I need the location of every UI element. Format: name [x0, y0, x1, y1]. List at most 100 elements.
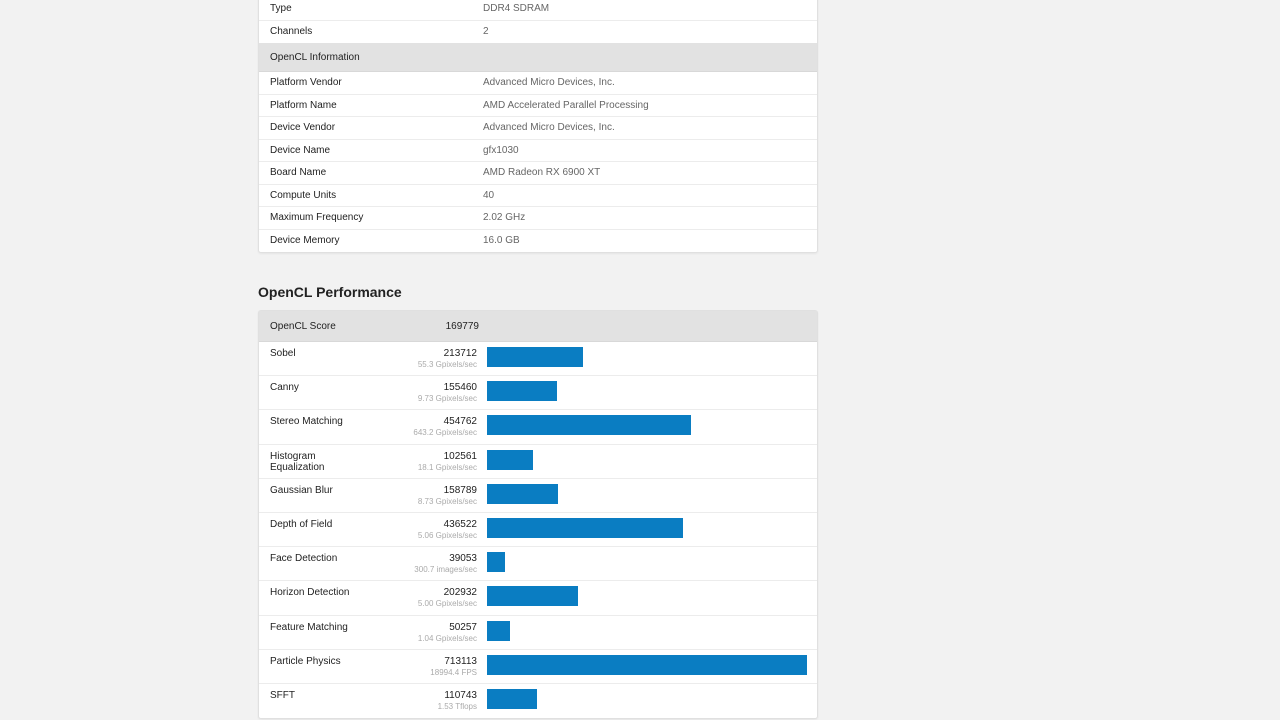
benchmark-row: Feature Matching 50257 1.04 Gpixels/sec	[259, 616, 817, 650]
benchmark-row: Sobel 213712 55.3 Gpixels/sec	[259, 342, 817, 377]
benchmark-name: Canny	[270, 382, 299, 394]
benchmark-throughput: 5.06 Gpixels/sec	[417, 530, 477, 540]
info-row: Device Vendor Advanced Micro Devices, Inc…	[259, 117, 817, 140]
benchmark-bar	[487, 586, 579, 607]
info-row: Device Memory 16.0 GB	[259, 230, 817, 253]
benchmark-bar-track	[487, 688, 807, 709]
benchmark-score: 454762	[443, 416, 477, 428]
benchmark-bar-track	[487, 347, 807, 367]
opencl-score-label: OpenCL Score	[270, 320, 336, 332]
benchmark-throughput: 5.00 Gpixels/sec	[417, 599, 477, 609]
info-value: Advanced Micro Devices, Inc.	[483, 77, 615, 89]
benchmark-bar-track	[487, 381, 807, 402]
info-row: Type DDR4 SDRAM	[259, 0, 817, 21]
benchmark-row: Horizon Detection 202932 5.00 Gpixels/sec	[259, 581, 817, 616]
benchmark-row: Gaussian Blur 158789 8.73 Gpixels/sec	[259, 479, 817, 513]
memory-rows: Type DDR4 SDRAM Channels 2	[259, 0, 817, 43]
benchmark-throughput: 643.2 Gpixels/sec	[413, 428, 477, 438]
info-value: Advanced Micro Devices, Inc.	[483, 122, 615, 134]
benchmark-name: Stereo Matching	[270, 416, 343, 428]
info-key: Maximum Frequency	[270, 212, 364, 224]
benchmark-throughput: 18994.4 FPS	[430, 667, 477, 677]
benchmark-bar-track	[487, 483, 807, 504]
benchmark-score: 50257	[449, 621, 477, 633]
benchmark-bar	[487, 688, 537, 709]
benchmark-bar	[487, 517, 683, 538]
benchmark-score: 39053	[449, 553, 477, 565]
info-value: DDR4 SDRAM	[483, 3, 550, 15]
benchmark-name: Histogram Equalization	[270, 450, 325, 474]
opencl-information-rows: Platform Vendor Advanced Micro Devices, I…	[259, 72, 817, 252]
info-row: Compute Units 40	[259, 185, 817, 207]
benchmark-score: 110743	[444, 689, 477, 701]
info-value: 40	[483, 189, 495, 201]
info-row: Platform Vendor Advanced Micro Devices, I…	[259, 72, 817, 95]
opencl-information-title: OpenCL Information	[270, 51, 360, 63]
benchmark-throughput: 1.53 Tflops	[437, 701, 477, 711]
benchmark-bar	[487, 483, 559, 504]
benchmark-row: Canny 155460 9.73 Gpixels/sec	[259, 376, 817, 411]
benchmark-bar	[487, 415, 692, 436]
benchmark-score: 436522	[443, 518, 477, 530]
info-key: Channels	[270, 26, 313, 38]
benchmark-bar-track	[487, 586, 807, 607]
info-value: 2.02 GHz	[483, 212, 526, 224]
info-value: 2	[483, 26, 489, 38]
benchmark-name: Horizon Detection	[270, 587, 350, 599]
benchmark-bar	[487, 654, 807, 675]
benchmark-bar	[487, 381, 557, 402]
info-value: 16.0 GB	[483, 235, 520, 247]
benchmark-row: SFFT 110743 1.53 Tflops	[259, 684, 817, 718]
benchmark-throughput: 18.1 Gpixels/sec	[417, 462, 477, 472]
info-key: Device Vendor	[270, 122, 336, 134]
benchmark-score: 202932	[443, 587, 477, 599]
benchmark-list: Sobel 213712 55.3 Gpixels/sec Canny 155460 9.…	[259, 342, 817, 718]
benchmark-throughput: 55.3 Gpixels/sec	[417, 360, 477, 369]
info-key: Compute Units	[270, 189, 337, 201]
benchmark-bar-track	[487, 552, 807, 573]
info-value: AMD Accelerated Parallel Processing	[483, 99, 649, 111]
info-row: Maximum Frequency 2.02 GHz	[259, 207, 817, 230]
info-row: Channels 2	[259, 21, 817, 44]
benchmark-name: Sobel	[270, 348, 296, 359]
info-row: Board Name AMD Radeon RX 6900 XT	[259, 162, 817, 185]
benchmark-bar-track	[487, 449, 807, 470]
opencl-performance-title: OpenCL Performance	[258, 284, 402, 300]
info-key: Board Name	[270, 167, 327, 179]
opencl-performance-card: OpenCL Score 169779 Sobel 213712 55.3 Gpix…	[258, 310, 818, 720]
opencl-information-header: OpenCL Information	[259, 43, 817, 72]
benchmark-score: 213712	[443, 348, 477, 359]
benchmark-name: Feature Matching	[270, 621, 348, 633]
benchmark-bar	[487, 449, 534, 470]
benchmark-bar	[487, 620, 510, 641]
benchmark-throughput: 9.73 Gpixels/sec	[417, 394, 477, 404]
info-key: Platform Vendor	[270, 77, 342, 89]
info-value: gfx1030	[483, 144, 519, 156]
info-key: Device Memory	[270, 235, 340, 247]
benchmark-row: Particle Physics 713113 18994.4 FPS	[259, 650, 817, 684]
benchmark-throughput: 1.04 Gpixels/sec	[417, 633, 477, 643]
benchmark-row: Stereo Matching 454762 643.2 Gpixels/sec	[259, 410, 817, 445]
benchmark-bar-track	[487, 415, 807, 436]
benchmark-name: Face Detection	[270, 553, 338, 565]
benchmark-name: SFFT	[270, 689, 295, 701]
benchmark-row: Face Detection 39053 300.7 images/sec	[259, 547, 817, 582]
benchmark-name: Depth of Field	[270, 518, 333, 530]
info-key: Device Name	[270, 144, 331, 156]
info-key: Type	[270, 3, 292, 15]
benchmark-bar-track	[487, 517, 807, 538]
info-key: Platform Name	[270, 99, 337, 111]
info-row: Device Name gfx1030	[259, 140, 817, 162]
benchmark-score: 155460	[443, 382, 477, 394]
system-information-card: Type DDR4 SDRAM Channels 2 OpenCL Informati…	[258, 0, 818, 253]
benchmark-score: 102561	[443, 450, 477, 462]
benchmark-row: Depth of Field 436522 5.06 Gpixels/sec	[259, 513, 817, 548]
benchmark-name: Particle Physics	[270, 655, 341, 667]
benchmark-score: 713113	[444, 655, 477, 667]
benchmark-name: Gaussian Blur	[270, 484, 333, 496]
benchmark-bar-track	[487, 654, 807, 675]
benchmark-bar	[487, 347, 583, 367]
info-value: AMD Radeon RX 6900 XT	[483, 167, 601, 179]
benchmark-throughput: 8.73 Gpixels/sec	[417, 496, 477, 506]
